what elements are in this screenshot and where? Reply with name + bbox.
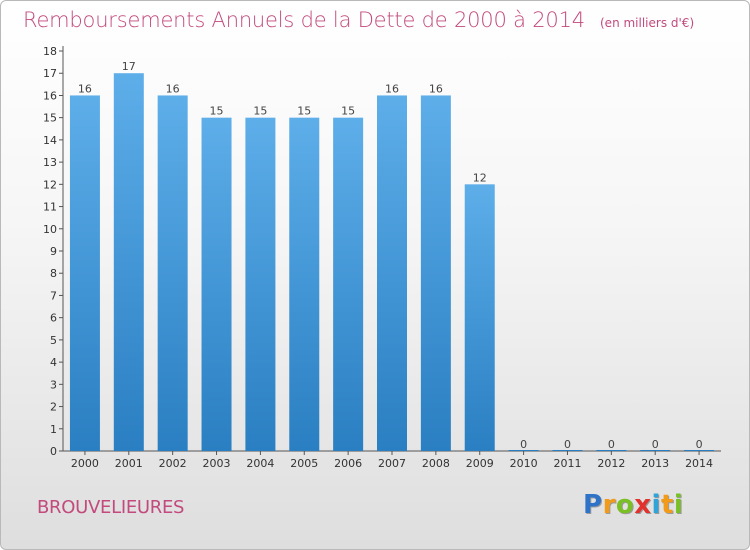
logo-letter-2: o — [615, 490, 635, 520]
y-tick-label-11: 11 — [43, 201, 57, 214]
y-tick-label-3: 3 — [50, 378, 57, 391]
bar-value-label-2011: 0 — [564, 438, 571, 451]
bar-value-label-2000: 16 — [78, 82, 92, 95]
logo-letter-1: r — [602, 490, 616, 520]
y-tick-label-16: 16 — [43, 89, 57, 102]
x-tick-label-2001: 2001 — [115, 457, 143, 470]
bar-value-label-2012: 0 — [608, 438, 615, 451]
bar-value-label-2004: 15 — [253, 105, 267, 118]
x-tick-label-2004: 2004 — [246, 457, 274, 470]
bar-value-label-2007: 16 — [385, 82, 399, 95]
x-tick-label-2002: 2002 — [159, 457, 187, 470]
bar-2007 — [377, 95, 407, 451]
bar-2004 — [245, 117, 276, 452]
bar-2008 — [420, 95, 451, 451]
logo-letter-0: P — [583, 490, 603, 520]
y-tick-label-12: 12 — [43, 178, 57, 191]
bar-2000 — [69, 95, 100, 451]
y-tick-label-5: 5 — [50, 334, 57, 347]
y-tick-label-6: 6 — [50, 312, 57, 325]
bar-value-label-2002: 16 — [166, 82, 180, 95]
y-tick-label-17: 17 — [43, 67, 57, 80]
bar-value-label-2001: 17 — [122, 60, 136, 73]
chart-title: Remboursements Annuels de la Dette de 20… — [23, 8, 694, 32]
x-tick-label-2003: 2003 — [203, 457, 231, 470]
y-tick-label-2: 2 — [50, 401, 57, 414]
x-tick-label-2007: 2007 — [378, 457, 406, 470]
y-tick-label-15: 15 — [43, 112, 57, 125]
chart-unit-text: (en milliers d'€) — [600, 16, 695, 30]
bar-2009 — [464, 184, 495, 452]
y-tick-label-13: 13 — [43, 156, 57, 169]
bar-2001 — [113, 73, 144, 451]
bar-value-label-2014: 0 — [696, 438, 703, 451]
bar-2006 — [333, 117, 364, 452]
x-tick-label-2005: 2005 — [290, 457, 318, 470]
proxiti-logo: Proxiti — [583, 490, 683, 520]
y-tick-label-18: 18 — [43, 45, 57, 58]
x-tick-label-2011: 2011 — [553, 457, 581, 470]
place-name: BROUVELIEURES — [37, 497, 185, 518]
bar-value-label-2003: 15 — [210, 105, 224, 118]
logo-letter-3: x — [634, 490, 652, 520]
bar-2003 — [201, 117, 232, 452]
x-tick-label-2013: 2013 — [641, 457, 669, 470]
x-tick-label-2009: 2009 — [466, 457, 494, 470]
bar-value-label-2013: 0 — [652, 438, 659, 451]
y-tick-label-8: 8 — [50, 267, 57, 280]
bar-value-label-2008: 16 — [429, 82, 443, 95]
bar-2005 — [289, 117, 320, 452]
x-tick-label-2006: 2006 — [334, 457, 362, 470]
y-tick-label-10: 10 — [43, 223, 57, 236]
y-tick-label-0: 0 — [50, 445, 57, 458]
x-tick-label-2014: 2014 — [685, 457, 713, 470]
logo-letter-5: t — [660, 490, 674, 520]
y-tick-label-4: 4 — [50, 356, 57, 369]
x-tick-label-2000: 2000 — [71, 457, 99, 470]
bar-value-label-2009: 12 — [473, 171, 487, 184]
bar-2002 — [157, 95, 188, 451]
chart-title-text: Remboursements Annuels de la Dette de 20… — [23, 8, 585, 32]
y-tick-label-7: 7 — [50, 289, 57, 302]
bar-value-label-2005: 15 — [297, 105, 311, 118]
logo-letter-6: i — [673, 490, 684, 520]
x-tick-label-2012: 2012 — [597, 457, 625, 470]
bar-value-label-2006: 15 — [341, 105, 355, 118]
logo-letter-4: i — [651, 490, 661, 520]
y-tick-label-14: 14 — [43, 134, 57, 147]
y-tick-label-1: 1 — [50, 423, 57, 436]
y-tick-label-9: 9 — [50, 245, 57, 258]
x-tick-label-2010: 2010 — [510, 457, 538, 470]
bar-value-label-2010: 0 — [520, 438, 527, 451]
x-tick-label-2008: 2008 — [422, 457, 450, 470]
